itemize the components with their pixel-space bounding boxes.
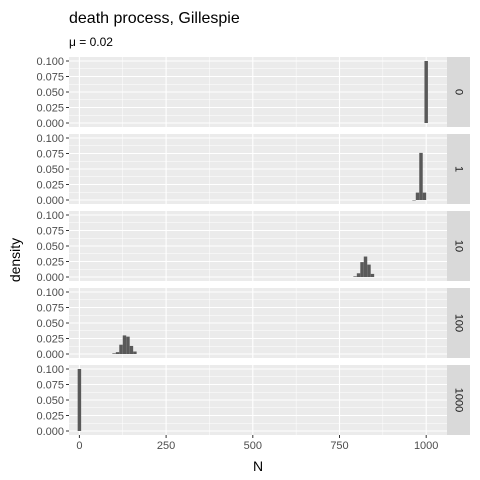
- y-tick-label: 0.100: [36, 133, 64, 145]
- facet-panel-10: 0.000 0.025 0.050 0.075 0.100 10: [36, 210, 470, 284]
- x-axis-title: N: [253, 458, 263, 474]
- x-tick-label: 750: [330, 440, 348, 452]
- facet-strip-label: 0: [453, 89, 465, 95]
- y-tick-label: 0.075: [36, 380, 64, 392]
- facet-panel-1000: 0.000 0.025 0.050 0.075 0.100 1000: [36, 364, 470, 438]
- histogram-bar: [115, 352, 120, 354]
- x-tick-label: 500: [244, 440, 262, 452]
- facet-strip-label: 1: [453, 166, 465, 172]
- histogram-bar: [367, 264, 371, 277]
- chart-title: death process, Gillespie: [69, 10, 240, 27]
- y-tick-label: 0.075: [36, 72, 64, 84]
- y-tick-label: 0.050: [36, 395, 64, 407]
- histogram-bar: [129, 345, 134, 354]
- y-tick-label: 0.050: [36, 87, 64, 99]
- y-axis-title: density: [7, 238, 23, 282]
- facet-strip: [447, 134, 470, 204]
- facet-panel-1: 0.000 0.025 0.050 0.075 0.100 1: [36, 133, 470, 207]
- y-tick-label: 0.100: [36, 56, 64, 68]
- histogram-bar: [353, 276, 357, 277]
- histogram-bar: [112, 353, 116, 354]
- y-tick-label: 0.050: [36, 241, 64, 253]
- chart-subtitle: μ = 0.02: [69, 35, 113, 49]
- histogram-bar: [415, 192, 420, 200]
- y-tick-label: 0.100: [36, 287, 64, 299]
- subtitle-mu-symbol: μ: [69, 35, 76, 49]
- histogram-bar: [122, 335, 127, 354]
- y-tick-label: 0.025: [36, 334, 64, 346]
- x-axis: 0 250 500 750 1000: [76, 435, 438, 452]
- y-tick-label: 0.075: [36, 149, 64, 161]
- histogram-bar: [119, 344, 123, 354]
- facet-panel-100: 0.000 0.025 0.050 0.075 0.100 100: [36, 287, 470, 361]
- histogram-bar: [360, 262, 364, 277]
- histogram-bar: [422, 192, 427, 200]
- histogram-bar: [133, 351, 137, 354]
- histogram-bar: [356, 273, 361, 277]
- y-tick-label: 0.050: [36, 318, 64, 330]
- histogram-bar: [419, 152, 423, 200]
- y-tick-label: 0.025: [36, 257, 64, 269]
- y-tick-label: 0.000: [36, 349, 64, 361]
- y-tick-label: 0.075: [36, 303, 64, 315]
- facet-strip: [447, 365, 470, 435]
- y-tick-label: 0.000: [36, 272, 64, 284]
- y-tick-label: 0.050: [36, 164, 64, 176]
- y-tick-label: 0.025: [36, 180, 64, 192]
- histogram-bar: [126, 336, 130, 354]
- facet-panel-0: 0.000 0.025 0.050 0.075 0.100 0: [36, 56, 470, 130]
- x-tick-label: 1000: [414, 440, 438, 452]
- y-tick-label: 0.000: [36, 426, 64, 438]
- facet-strip: [447, 57, 470, 127]
- histogram-bar: [77, 369, 82, 431]
- y-tick-label: 0.000: [36, 118, 64, 130]
- x-tick-label: 250: [157, 440, 175, 452]
- facet-strip-label: 100: [453, 314, 465, 332]
- y-tick-label: 0.100: [36, 210, 64, 222]
- y-tick-label: 0.025: [36, 103, 64, 115]
- subtitle-value: = 0.02: [76, 35, 113, 49]
- histogram-bar: [370, 273, 375, 277]
- histogram-bar: [363, 256, 368, 277]
- facet-strip: [447, 288, 470, 358]
- facet-strip-label: 10: [453, 240, 465, 252]
- facet-panels: 0.000 0.025 0.050 0.075 0.100 0 0.000 0.025 0.05…: [36, 56, 470, 438]
- facet-strip: [447, 211, 470, 281]
- x-tick-label: 0: [76, 440, 82, 452]
- y-tick-label: 0.100: [36, 364, 64, 376]
- facet-strip-label: 1000: [453, 388, 465, 412]
- y-tick-label: 0.075: [36, 226, 64, 238]
- y-tick-label: 0.025: [36, 411, 64, 423]
- histogram-bar: [424, 61, 428, 123]
- y-tick-label: 0.000: [36, 195, 64, 207]
